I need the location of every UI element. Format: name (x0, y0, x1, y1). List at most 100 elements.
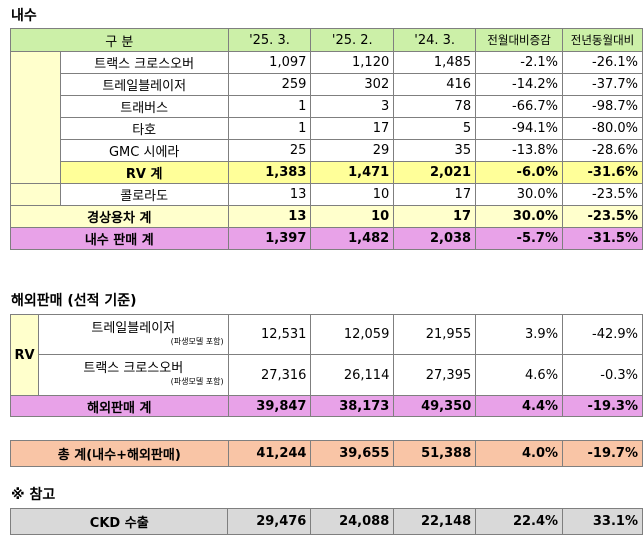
cell-value: 29 (310, 139, 395, 162)
header-mom: 전월대비증감 (475, 28, 563, 52)
cell-value: -80.0% (562, 117, 643, 140)
cell-value: 1,482 (310, 227, 395, 250)
cell-value: -98.7% (562, 95, 643, 118)
cell-value: -14.2% (475, 73, 563, 96)
cell-value: 259 (227, 73, 312, 96)
cell-value: 25 (227, 139, 312, 162)
header-category: 구 분 (10, 28, 229, 52)
cell-value: 33.1% (562, 508, 643, 535)
table-row: GMC 시에라 25 29 35 -13.8% -28.6% (11, 139, 643, 162)
table-row: 트래버스 1 3 78 -66.7% -98.7% (11, 95, 643, 118)
table-row: 타호 1 17 5 -94.1% -80.0% (11, 117, 643, 140)
cell-value: 30.0% (475, 183, 563, 206)
reference-table: CKD 수출 29,476 24,088 22,148 22.4% 33.1% (9, 508, 643, 535)
table-row: 콜로라도 13 10 17 30.0% -23.5% (10, 183, 643, 206)
row-label: GMC 시에라 (59, 139, 229, 162)
rv-subtotal-row: RV 계 1,383 1,471 2,021 -6.0% -31.6% (11, 161, 643, 184)
row-label: 총 계(내수+해외판매) (10, 440, 229, 467)
cell-value: 38,173 (310, 395, 395, 417)
cell-value: 416 (393, 73, 477, 96)
cell-value: 5 (393, 117, 477, 140)
cell-value: 39,847 (227, 395, 312, 417)
cell-value: -42.9% (562, 314, 643, 355)
cell-value: 3 (310, 95, 395, 118)
row-label-cell: 트레일블레이저 (파생모델 포함) (37, 314, 229, 355)
cell-value: -2.1% (475, 51, 563, 74)
cell-value: 10 (310, 205, 395, 228)
row-label: 트레일블레이저 (91, 320, 176, 336)
cell-value: -23.5% (562, 183, 643, 206)
table-row: 트랙스 크로스오버 (파생모델 포함) 27,316 26,114 27,395… (11, 354, 643, 396)
export-section-title: 해외판매 (선적 기준) (11, 293, 137, 309)
row-label: 해외판매 계 (10, 395, 229, 417)
row-label: 내수 판매 계 (10, 227, 229, 250)
cell-value: 4.6% (475, 354, 564, 396)
cell-value: -26.1% (562, 51, 643, 74)
export-total-row: 해외판매 계 39,847 38,173 49,350 4.4% -19.3% (10, 395, 643, 417)
rv-group-label: RV (10, 314, 39, 396)
cell-value: 1 (227, 117, 312, 140)
header-feb-2025: '25. 2. (310, 28, 395, 52)
cell-value: 10 (310, 183, 395, 206)
cell-value: -28.6% (562, 139, 643, 162)
cell-value: -0.3% (562, 354, 643, 396)
table-header-row: 구 분 '25. 3. '25. 2. '24. 3. 전월대비증감 전년동월대… (10, 28, 643, 52)
row-label: 트랙스 크로스오버 (59, 51, 229, 74)
cell-value: 39,655 (310, 440, 395, 467)
derivative-note: (파생모델 포함) (170, 377, 224, 386)
row-label: 트랙스 크로스오버 (83, 361, 184, 376)
cell-value: -19.3% (562, 395, 643, 417)
cell-value: 1,471 (310, 161, 395, 184)
cell-value: 49,350 (393, 395, 477, 417)
cell-value: 29,476 (227, 508, 312, 535)
cell-value: 2,038 (393, 227, 477, 250)
cell-value: 51,388 (393, 440, 477, 467)
cell-value: 4.4% (475, 395, 564, 417)
table-row: RV 트레일블레이저 (파생모델 포함) 12,531 12,059 21,95… (10, 314, 643, 396)
row-label: 타호 (59, 117, 229, 140)
cell-value: 3.9% (475, 314, 564, 355)
cell-value: -23.5% (562, 205, 643, 228)
header-mar-2025: '25. 3. (227, 28, 312, 52)
cell-value: 2,021 (393, 161, 477, 184)
reference-title: ※ 참고 (11, 487, 56, 503)
header-mar-2024: '24. 3. (393, 28, 477, 52)
header-yoy: 전년동월대비 (562, 28, 643, 52)
cell-value: 1,383 (227, 161, 312, 184)
lcv-group-cell (10, 183, 61, 206)
ckd-export-row: CKD 수출 29,476 24,088 22,148 22.4% 33.1% (9, 508, 643, 535)
cell-value: 1 (227, 95, 312, 118)
lcv-subtotal-row: 경상용차 계 13 10 17 30.0% -23.5% (10, 205, 643, 228)
cell-value: 1,485 (393, 51, 477, 74)
cell-value: 24,088 (310, 508, 395, 535)
cell-value: 27,395 (393, 354, 477, 396)
table-row: 트레일블레이저 259 302 416 -14.2% -37.7% (11, 73, 643, 96)
row-label: 경상용차 계 (10, 205, 229, 228)
domestic-total-row: 내수 판매 계 1,397 1,482 2,038 -5.7% -31.5% (10, 227, 643, 250)
cell-value: 22.4% (475, 508, 564, 535)
cell-value: -94.1% (475, 117, 563, 140)
grand-total-table: 총 계(내수+해외판매) 41,244 39,655 51,388 4.0% -… (10, 440, 643, 467)
row-label: CKD 수출 (9, 508, 229, 535)
cell-value: 17 (393, 183, 477, 206)
cell-value: -37.7% (562, 73, 643, 96)
cell-value: 13 (227, 205, 312, 228)
cell-value: -66.7% (475, 95, 563, 118)
cell-value: -31.5% (562, 227, 643, 250)
cell-value: -5.7% (475, 227, 563, 250)
grand-total-row: 총 계(내수+해외판매) 41,244 39,655 51,388 4.0% -… (10, 440, 643, 467)
cell-value: 22,148 (393, 508, 477, 535)
cell-value: 1,120 (310, 51, 395, 74)
derivative-note: (파생모델 포함) (170, 336, 224, 346)
export-sales-table: RV 트레일블레이저 (파생모델 포함) 12,531 12,059 21,95… (10, 314, 643, 417)
cell-value: 302 (310, 73, 395, 96)
domestic-section-title: 내수 (11, 8, 37, 24)
cell-value: 41,244 (227, 440, 312, 467)
row-label: 트레일블레이저 (59, 73, 229, 96)
row-label-cell: 트랙스 크로스오버 (파생모델 포함) (37, 354, 229, 396)
cell-value: 13 (227, 183, 312, 206)
rv-group-cell (10, 51, 61, 184)
cell-value: 1,397 (227, 227, 312, 250)
cell-value: -6.0% (475, 161, 563, 184)
cell-value: 35 (393, 139, 477, 162)
